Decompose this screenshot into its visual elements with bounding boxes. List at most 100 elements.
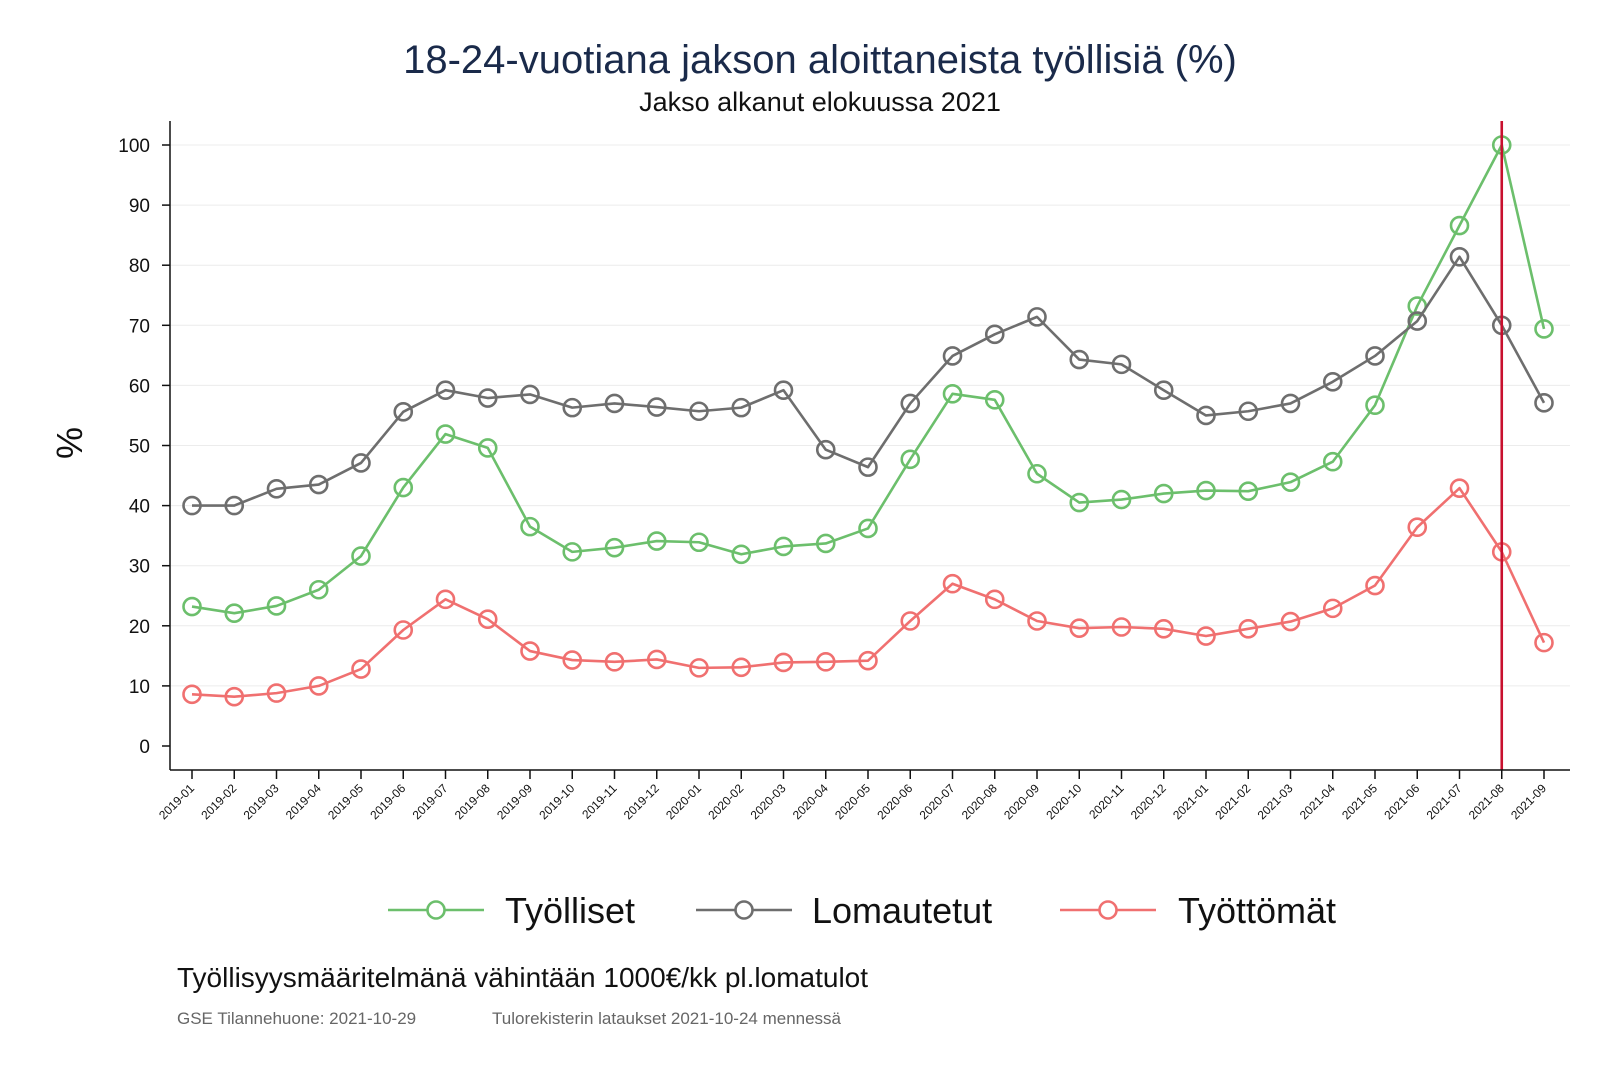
data-point bbox=[900, 449, 921, 470]
data-point bbox=[393, 620, 414, 640]
x-tick-label: 2021-01 bbox=[1170, 781, 1211, 822]
data-point bbox=[1069, 492, 1090, 513]
series-2 bbox=[182, 478, 1554, 707]
x-tick-label: 2019-06 bbox=[367, 781, 408, 822]
data-point bbox=[224, 603, 245, 623]
data-point bbox=[815, 533, 836, 554]
data-point bbox=[1027, 463, 1047, 484]
data-point bbox=[646, 531, 667, 551]
x-tick-label: 2019-12 bbox=[621, 781, 662, 822]
data-point bbox=[689, 532, 709, 553]
data-point bbox=[646, 397, 667, 417]
x-tick-label: 2019-01 bbox=[156, 781, 197, 822]
data-point bbox=[773, 652, 794, 673]
source-date: GSE Tilannehuone: 2021-10-29 bbox=[177, 1009, 416, 1028]
data-point bbox=[1534, 319, 1554, 339]
data-point bbox=[520, 516, 540, 537]
data-point bbox=[984, 324, 1005, 345]
data-point bbox=[942, 573, 963, 594]
x-tick-label: 2020-08 bbox=[959, 781, 1000, 822]
data-point bbox=[308, 579, 329, 600]
data-point bbox=[1153, 619, 1174, 639]
data-point bbox=[435, 380, 456, 401]
y-tick-label: 0 bbox=[139, 737, 150, 758]
x-tick-label: 2019-05 bbox=[325, 781, 366, 822]
data-point bbox=[858, 457, 878, 477]
data-point bbox=[1238, 481, 1259, 501]
data-point bbox=[1322, 451, 1343, 472]
data-point bbox=[773, 380, 794, 401]
legend: Työlliset Lomautetut Työttömät bbox=[388, 890, 1336, 931]
legend-item-2: Työttömät bbox=[1060, 890, 1336, 931]
data-point bbox=[1365, 395, 1385, 416]
data-point bbox=[604, 537, 625, 558]
x-tick-label: 2020-04 bbox=[790, 781, 831, 822]
data-point bbox=[1027, 611, 1047, 631]
x-tick-label: 2020-06 bbox=[874, 781, 915, 822]
data-point bbox=[477, 609, 498, 629]
data-point bbox=[1365, 575, 1385, 596]
x-tick-label: 2019-09 bbox=[494, 781, 535, 822]
x-tick-label: 2019-08 bbox=[452, 781, 493, 822]
data-point bbox=[858, 518, 878, 539]
data-point bbox=[351, 453, 371, 473]
data-point bbox=[942, 384, 963, 404]
x-tick-label: 2020-05 bbox=[832, 781, 873, 822]
data-point bbox=[731, 397, 752, 418]
y-tick-label: 20 bbox=[129, 617, 150, 638]
data-point bbox=[266, 478, 287, 499]
data-point bbox=[1534, 393, 1554, 413]
data-point bbox=[1280, 611, 1301, 632]
series-1 bbox=[182, 246, 1554, 516]
legend-label: Työttömät bbox=[1178, 890, 1336, 931]
data-point bbox=[815, 439, 836, 460]
y-axis-ticks: 0 10 20 30 40 50 60 70 80 90 100 bbox=[118, 136, 170, 758]
x-tick-label: 2021-08 bbox=[1466, 781, 1507, 822]
data-point bbox=[393, 402, 414, 422]
data-point bbox=[435, 589, 456, 610]
data-point bbox=[942, 346, 963, 366]
x-tick-label: 2021-09 bbox=[1508, 781, 1549, 822]
x-tick-label: 2020-10 bbox=[1043, 781, 1084, 822]
y-tick-label: 70 bbox=[129, 316, 150, 337]
x-tick-label: 2020-12 bbox=[1128, 781, 1169, 822]
legend-marker bbox=[426, 900, 446, 920]
data-point bbox=[562, 542, 583, 562]
legend-item-1: Lomautetut bbox=[696, 890, 992, 931]
y-tick-label: 60 bbox=[129, 376, 150, 397]
data-point bbox=[773, 536, 794, 557]
data-point bbox=[900, 393, 921, 414]
data-point bbox=[182, 596, 202, 617]
data-point bbox=[477, 438, 498, 458]
data-point bbox=[1407, 517, 1428, 538]
y-tick-label: 50 bbox=[129, 437, 150, 458]
y-tick-label: 10 bbox=[129, 677, 150, 698]
data-point bbox=[477, 388, 498, 408]
legend-item-0: Työlliset bbox=[388, 890, 635, 931]
x-tick-label: 2019-02 bbox=[198, 781, 239, 822]
data-point bbox=[1449, 246, 1470, 267]
data-point bbox=[900, 611, 921, 631]
data-point bbox=[1069, 349, 1090, 370]
data-point bbox=[731, 657, 752, 678]
chart-title: 18-24-vuotiana jakson aloittaneista työl… bbox=[403, 38, 1237, 82]
x-tick-label: 2021-05 bbox=[1339, 781, 1380, 822]
data-point bbox=[520, 641, 540, 661]
x-tick-label: 2020-09 bbox=[1001, 781, 1042, 822]
data-point bbox=[815, 652, 836, 672]
data-point bbox=[1111, 354, 1132, 375]
data-point bbox=[1027, 307, 1047, 327]
data-point bbox=[1238, 619, 1259, 639]
gridlines bbox=[171, 144, 1570, 687]
data-point bbox=[984, 390, 1005, 410]
data-point bbox=[1407, 311, 1428, 331]
series-line bbox=[191, 143, 1546, 615]
data-point bbox=[1196, 480, 1216, 501]
data-point bbox=[562, 397, 583, 418]
data-point bbox=[182, 495, 202, 516]
data-point bbox=[1111, 617, 1132, 637]
y-tick-label: 100 bbox=[118, 136, 150, 157]
data-point bbox=[224, 495, 245, 516]
data-point bbox=[984, 589, 1005, 610]
